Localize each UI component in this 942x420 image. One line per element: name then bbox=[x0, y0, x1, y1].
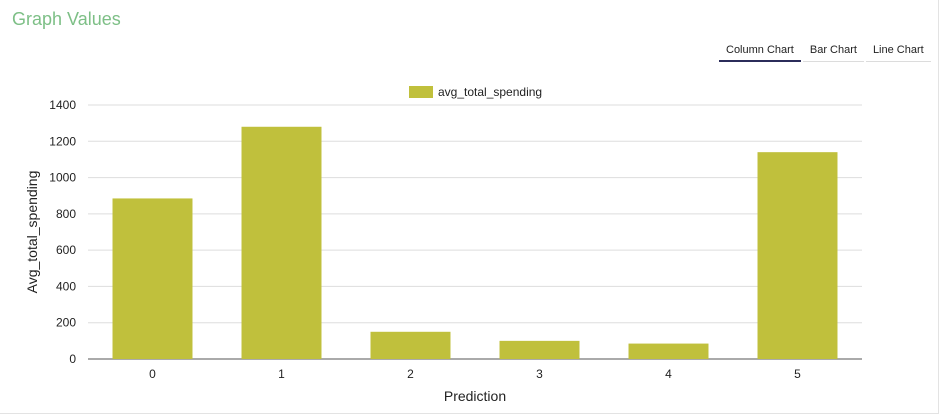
y-tick-label: 1400 bbox=[49, 98, 76, 112]
y-tick-label: 0 bbox=[69, 352, 76, 366]
chart-type-tabs: Column Chart Bar Chart Line Chart bbox=[719, 38, 933, 62]
x-tick-label: 1 bbox=[278, 367, 285, 381]
x-tick-label: 3 bbox=[536, 367, 543, 381]
x-tick-label: 5 bbox=[794, 367, 801, 381]
y-axis-title: Avg_total_spending bbox=[24, 171, 40, 294]
x-tick-label: 2 bbox=[407, 367, 414, 381]
legend-swatch bbox=[409, 86, 433, 98]
bar bbox=[241, 126, 322, 360]
legend-label: avg_total_spending bbox=[438, 85, 542, 99]
bar bbox=[499, 340, 580, 359]
x-tick-label: 4 bbox=[665, 367, 672, 381]
y-tick-label: 400 bbox=[56, 279, 76, 293]
page-title: Graph Values bbox=[12, 9, 121, 29]
y-tick-label: 1000 bbox=[49, 171, 76, 185]
bar bbox=[757, 152, 838, 359]
bar bbox=[370, 331, 451, 359]
tab-line-chart[interactable]: Line Chart bbox=[865, 38, 931, 62]
tab-bar-chart[interactable]: Bar Chart bbox=[802, 38, 864, 62]
y-tick-label: 800 bbox=[56, 207, 76, 221]
y-tick-label: 600 bbox=[56, 243, 76, 257]
y-tick-label: 1200 bbox=[49, 134, 76, 148]
bar bbox=[112, 198, 193, 359]
x-axis-title: Prediction bbox=[444, 388, 506, 404]
x-tick-label: 0 bbox=[149, 367, 156, 381]
y-tick-label: 200 bbox=[56, 316, 76, 330]
tab-column-chart[interactable]: Column Chart bbox=[719, 38, 801, 62]
bar bbox=[628, 343, 709, 359]
